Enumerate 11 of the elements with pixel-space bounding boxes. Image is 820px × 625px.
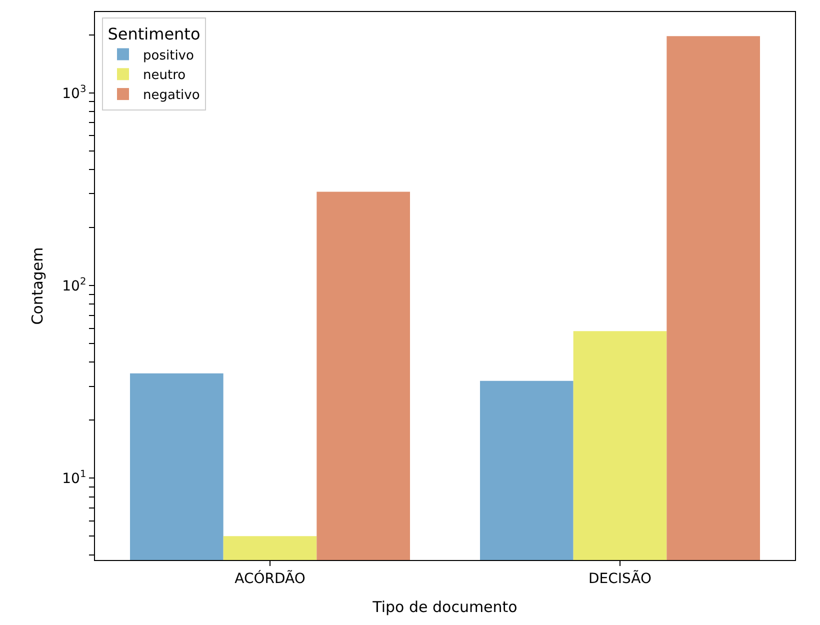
y-tick-label: 10$^{2}$ xyxy=(62,276,86,294)
x-axis-title: Tipo de documento xyxy=(372,598,518,616)
x-tick-label: ACÓRDÃO xyxy=(234,570,306,587)
legend-label: positivo xyxy=(143,48,194,64)
y-tick-label: 10$^{3}$ xyxy=(62,84,86,102)
y-axis-title: Contagem xyxy=(28,247,46,325)
legend-label: negativo xyxy=(143,88,200,104)
y-tick-label: 10$^{1}$ xyxy=(62,469,86,488)
x-tick-label: DECISÃO xyxy=(588,570,652,587)
legend-title: Sentimento xyxy=(108,24,200,44)
legend-label: neutro xyxy=(143,68,186,84)
